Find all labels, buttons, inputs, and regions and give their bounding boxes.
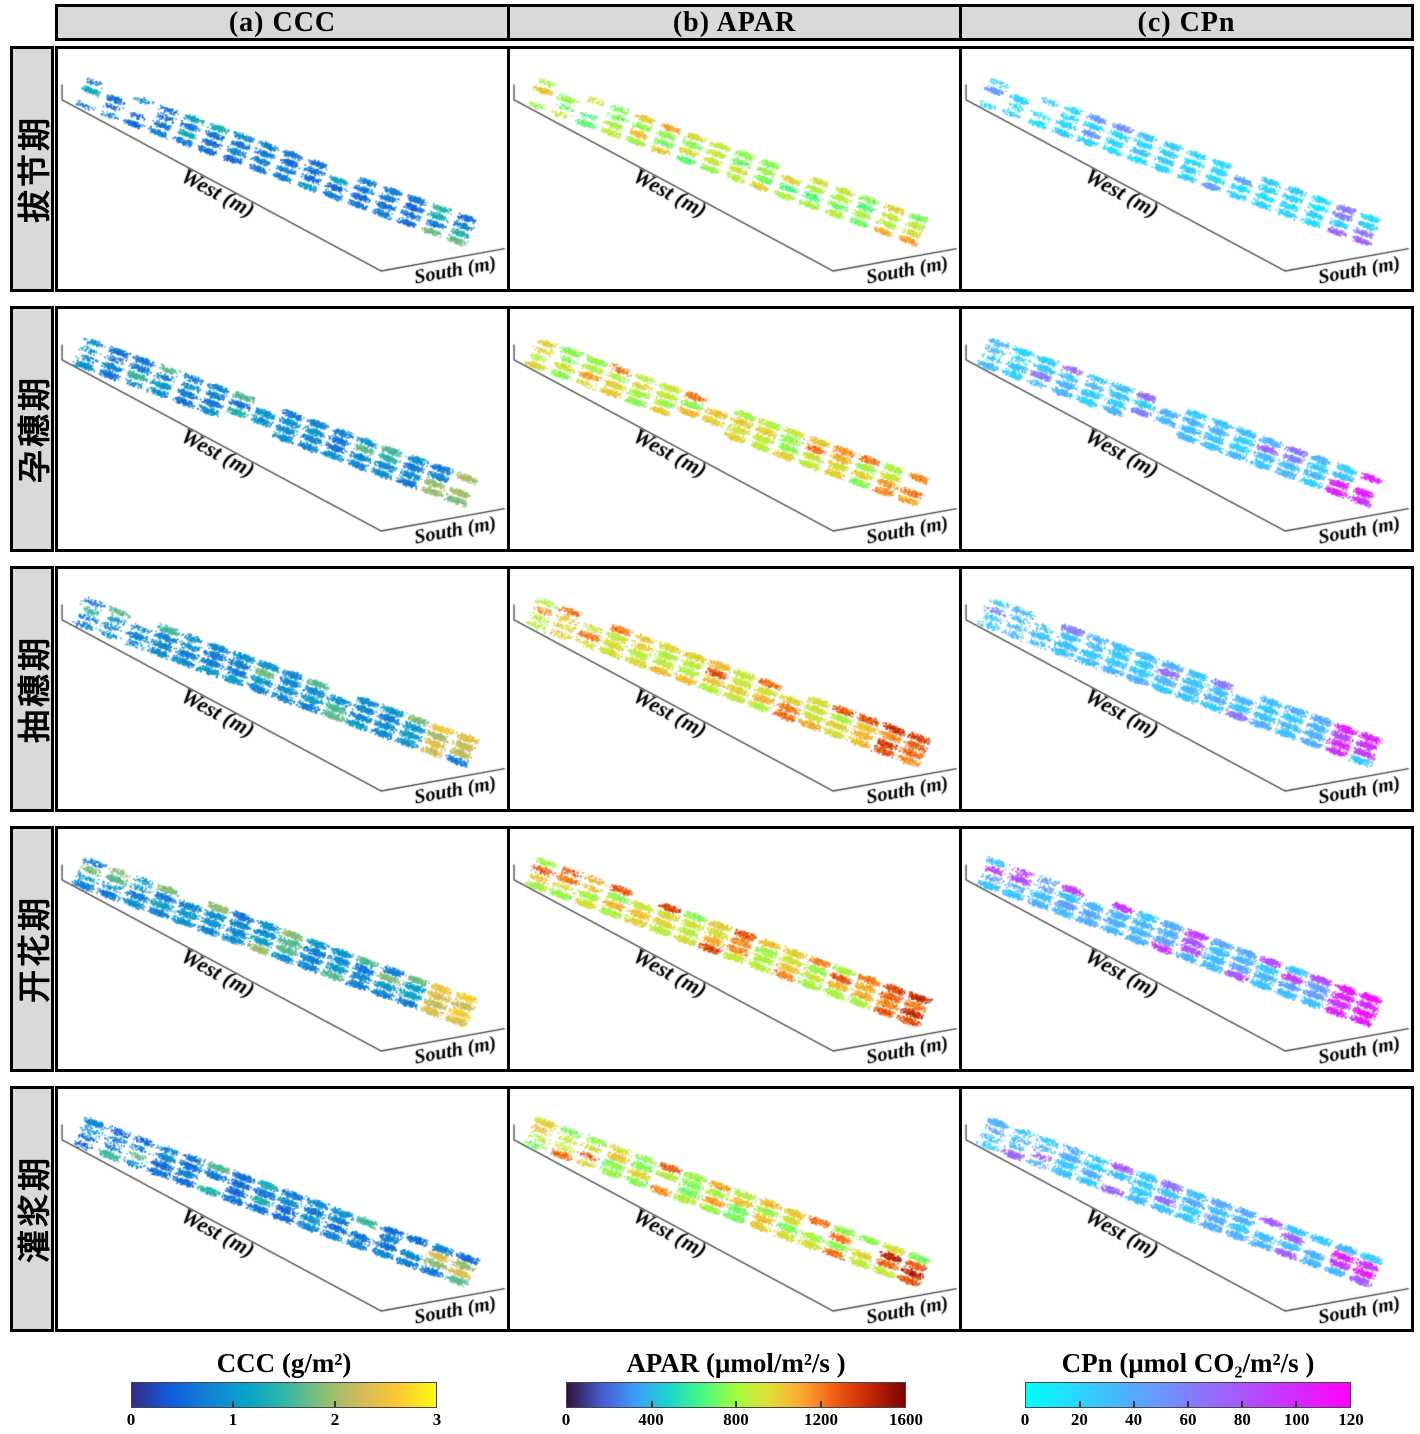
column-header-apar: (b) APAR	[507, 4, 962, 41]
row-label-booting: 孕穗期	[10, 306, 54, 552]
colorbar-tick-label: 80	[1233, 1410, 1251, 1429]
pointcloud-canvas-r5-cpn	[962, 1089, 1411, 1329]
panel-r3-apar	[507, 566, 962, 812]
panel-r2-ccc	[55, 306, 510, 552]
pointcloud-canvas-r2-apar	[510, 309, 959, 549]
pointcloud-canvas-r5-ccc	[58, 1089, 507, 1329]
panel-r3-ccc	[55, 566, 510, 812]
figure-row-booting: 孕穗期	[10, 306, 1414, 552]
colorbar-tick-mark	[333, 1401, 336, 1407]
column-header-label-ccc: (a) CCC	[228, 6, 337, 38]
pointcloud-canvas-r4-apar	[510, 829, 959, 1069]
panel-r5-apar	[507, 1086, 962, 1332]
header-row: (a) CCC (b) APAR (c) CPn	[10, 4, 1414, 41]
panel-r2-apar	[507, 306, 962, 552]
row-label-text: 灌浆期	[16, 1155, 53, 1263]
figure-row-jointing: 拔节期	[10, 46, 1414, 292]
colorbar-tick-label: 120	[1338, 1410, 1364, 1429]
pointcloud-canvas-r4-ccc	[58, 829, 507, 1069]
row-label-flowering: 开花期	[10, 826, 54, 1072]
column-header-cpn: (c) CPn	[959, 4, 1414, 41]
figure-row-heading: 抽穗期	[10, 566, 1414, 812]
colorbar-tick-label: 400	[638, 1410, 664, 1429]
panel-r4-apar	[507, 826, 962, 1072]
colorbar-tick-label: 1200	[804, 1410, 838, 1429]
colorbar-ticks-ccc: 0 1 2 3	[127, 1408, 442, 1430]
colorbar-title-apar: APAR (μmol/m²/s )	[626, 1348, 846, 1378]
column-header-ccc: (a) CCC	[55, 4, 510, 41]
pointcloud-canvas-r3-ccc	[58, 569, 507, 809]
colorbar-title-ccc: CCC (g/m²)	[216, 1348, 352, 1378]
colorbar-tick-label: 1600	[889, 1410, 923, 1429]
row-label-jointing: 拔节期	[10, 46, 54, 292]
colorbar-apar: APAR (μmol/m²/s ) 0 400 800 1200 1600	[510, 1348, 962, 1434]
colorbar-ticks-apar: 0 400 800 1200 1600	[562, 1408, 923, 1430]
colorbar-ticks-cpn: 0 20 40 60 80 100 120	[1021, 1408, 1364, 1430]
colorbar-tick-label: 0	[126, 1410, 136, 1429]
pointcloud-canvas-r2-ccc	[58, 309, 507, 549]
colorbar-tick-mark	[1241, 1401, 1243, 1407]
colorbar-cpn: CPn (μmol CO₂/m²/s ) 0 20 40 60 80 100 120	[962, 1348, 1414, 1434]
colorbar-tick-label: 3	[432, 1410, 442, 1429]
colorbar-tick-mark	[1295, 1401, 1297, 1407]
panel-r2-cpn	[959, 306, 1414, 552]
colorbar-tick-mark	[650, 1401, 653, 1407]
corner-spacer	[10, 4, 58, 41]
pointcloud-canvas-r2-cpn	[962, 309, 1411, 549]
panel-r4-ccc	[55, 826, 510, 1072]
colorbar-tick-label: 100	[1283, 1410, 1310, 1429]
pointcloud-canvas-r1-apar	[510, 49, 959, 289]
colorbar-tick-label: 40	[1125, 1410, 1143, 1429]
row-label-text: 拔节期	[16, 115, 53, 223]
colorbar-ccc: CCC (g/m²) 0 1 2 3	[58, 1348, 510, 1434]
row-label-text: 孕穗期	[16, 375, 53, 483]
panel-r1-cpn	[959, 46, 1414, 292]
colorbar-tick-label: 1	[228, 1410, 238, 1429]
colorbar-tick-mark	[735, 1401, 737, 1407]
colorbar-tick-mark	[232, 1401, 235, 1407]
panel-r1-ccc	[55, 46, 510, 292]
pointcloud-canvas-r4-cpn	[962, 829, 1411, 1069]
colorbar-tick-label: 2	[330, 1410, 340, 1429]
colorbar-tick-mark	[819, 1401, 822, 1407]
panel-r1-apar	[507, 46, 962, 292]
figure-row-grainfilling: 灌浆期	[10, 1086, 1414, 1332]
colorbar-tick-mark	[1079, 1401, 1081, 1407]
pointcloud-canvas-r1-cpn	[962, 49, 1411, 289]
colorbar-tick-label: 0	[561, 1410, 571, 1429]
panel-r4-cpn	[959, 826, 1414, 1072]
colorbar-tick-label: 0	[1020, 1410, 1030, 1429]
colorbar-tick-label: 20	[1070, 1410, 1088, 1429]
colorbar-title-cpn: CPn (μmol CO₂/m²/s )	[1061, 1348, 1315, 1378]
row-label-heading: 抽穗期	[10, 566, 54, 812]
colorbar-gradient-apar	[566, 1382, 906, 1408]
colorbar-tick-mark	[1133, 1401, 1135, 1407]
panel-r3-cpn	[959, 566, 1414, 812]
pointcloud-canvas-r1-ccc	[58, 49, 507, 289]
colorbar-tick-mark	[1187, 1401, 1189, 1407]
row-label-grainfilling: 灌浆期	[10, 1086, 54, 1332]
column-header-label-apar: (b) APAR	[672, 6, 797, 38]
column-header-label-cpn: (c) CPn	[1137, 6, 1236, 38]
row-label-text: 抽穗期	[16, 635, 53, 743]
pointcloud-canvas-r3-apar	[510, 569, 959, 809]
pointcloud-canvas-r3-cpn	[962, 569, 1411, 809]
colorbar-tick-label: 800	[723, 1410, 749, 1429]
pointcloud-canvas-r5-apar	[510, 1089, 959, 1329]
panel-r5-cpn	[959, 1086, 1414, 1332]
row-label-text: 开花期	[16, 895, 53, 1003]
colorbar-gradient-ccc	[131, 1382, 437, 1408]
panel-r5-ccc	[55, 1086, 510, 1332]
colorbar-tick-label: 60	[1179, 1410, 1197, 1429]
colorbar-gradient-cpn	[1025, 1382, 1351, 1408]
figure-row-flowering: 开花期	[10, 826, 1414, 1072]
